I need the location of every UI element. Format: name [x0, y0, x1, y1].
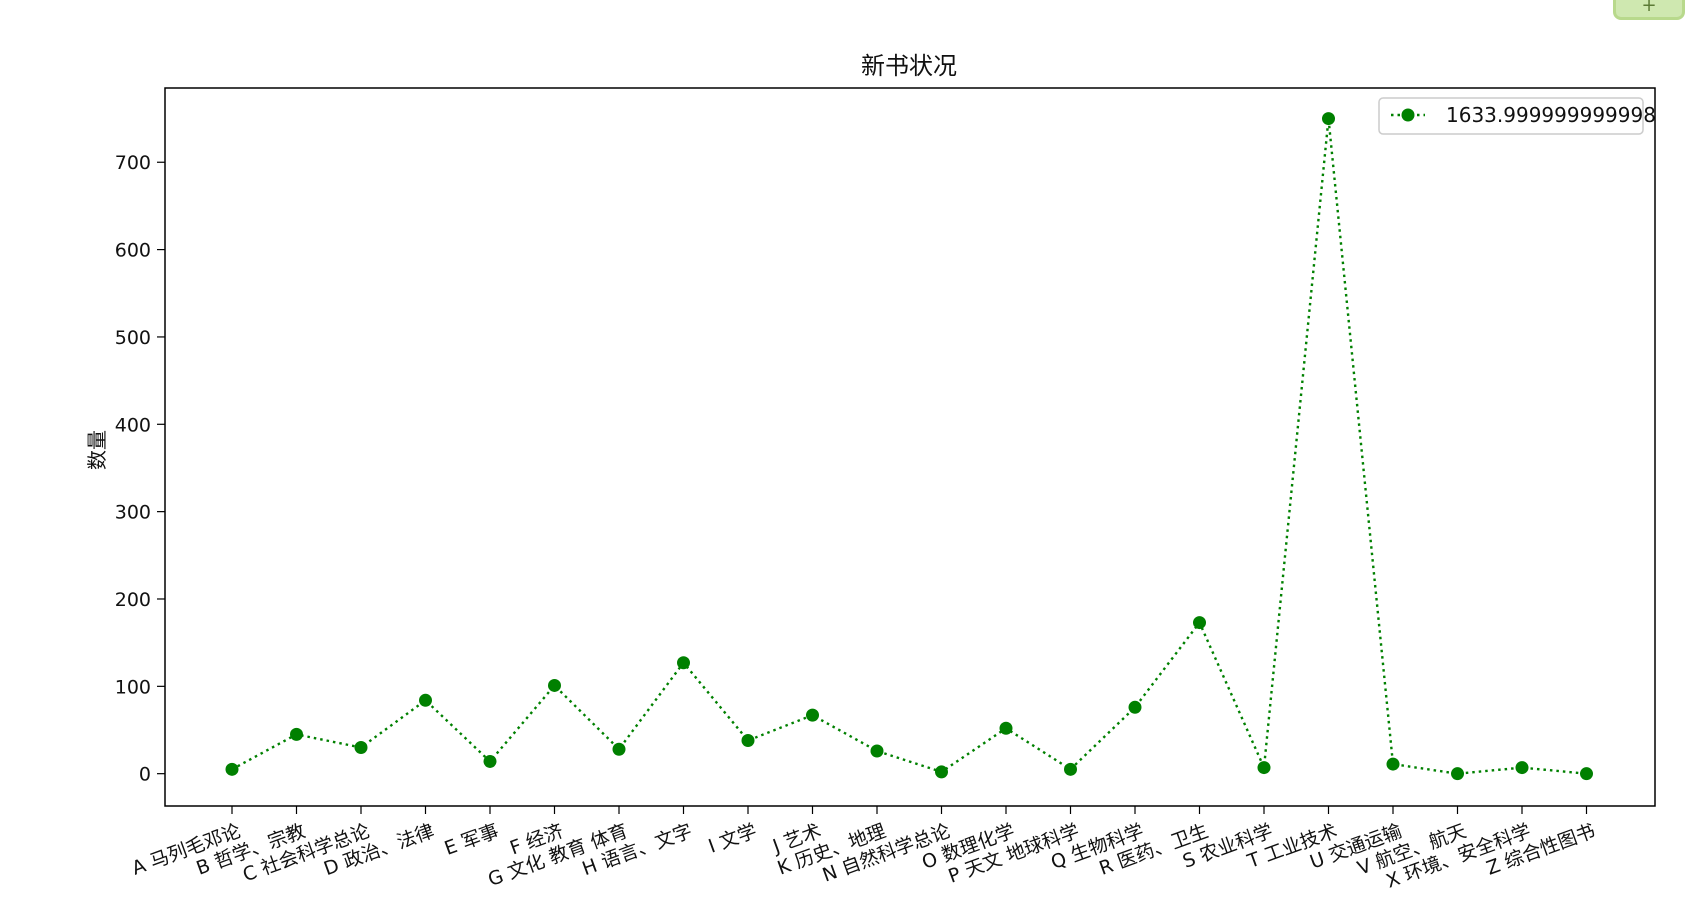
- y-tick-label: 0: [139, 764, 151, 786]
- data-point: [612, 742, 626, 756]
- data-point: [290, 727, 303, 741]
- y-tick-label: 300: [115, 502, 151, 524]
- data-point: [483, 754, 497, 768]
- legend-marker: [1401, 108, 1415, 122]
- data-point: [1064, 762, 1077, 776]
- series-line: [231, 118, 1587, 775]
- data-point: [354, 740, 368, 754]
- y-tick-label: 700: [115, 152, 151, 174]
- y-tick-label: 100: [115, 676, 151, 698]
- legend: 1633.999999999998: [1378, 97, 1656, 135]
- legend-box: [1378, 97, 1644, 135]
- data-point: [1515, 761, 1529, 775]
- series-layer: [225, 112, 1593, 781]
- data-point: [870, 744, 884, 758]
- data-point: [999, 721, 1013, 735]
- y-tick-label: 200: [115, 589, 151, 611]
- data-point: [741, 733, 755, 747]
- data-point: [419, 693, 432, 707]
- data-point: [548, 678, 561, 692]
- corner-add-button[interactable]: +: [1613, 0, 1685, 20]
- x-tick-label: I 文学: [706, 820, 760, 858]
- y-axis-label: 数量: [85, 430, 109, 470]
- data-point: [1386, 757, 1400, 771]
- data-point: [225, 762, 239, 776]
- y-tick-label: 600: [115, 240, 151, 262]
- data-point: [1193, 616, 1206, 630]
- data-point: [1580, 767, 1593, 781]
- legend-label: 1633.999999999998: [1446, 103, 1656, 127]
- data-point: [1128, 700, 1142, 714]
- plot-frame: [164, 87, 1656, 807]
- x-tick-label: E 军事: [442, 820, 502, 860]
- y-tick-label: 500: [115, 327, 151, 349]
- data-point: [806, 708, 819, 722]
- data-point: [1257, 761, 1271, 775]
- chart-title: 新书状况: [861, 52, 957, 80]
- data-point: [1451, 767, 1464, 781]
- y-tick-label: 400: [115, 414, 151, 436]
- data-point: [677, 656, 690, 670]
- y-axis: 0 100 200 300 400 500 600 700: [115, 152, 165, 786]
- data-point: [1322, 112, 1335, 126]
- data-point: [935, 765, 948, 779]
